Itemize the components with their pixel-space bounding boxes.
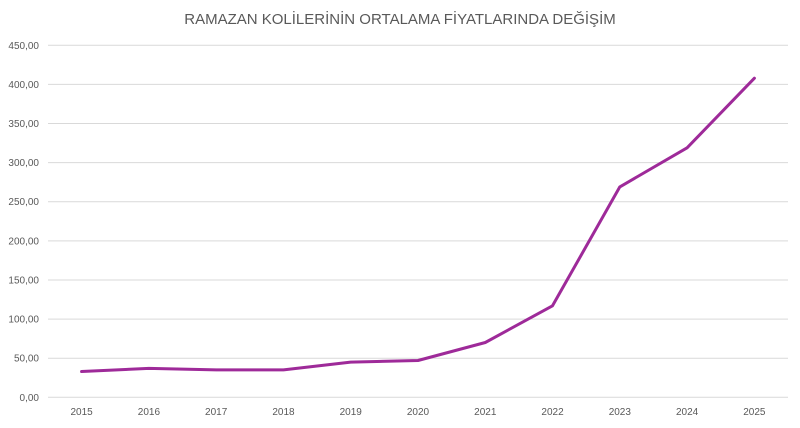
y-tick-label: 50,00 xyxy=(14,354,39,365)
chart-title: RAMAZAN KOLİLERİNİN ORTALAMA FİYATLARIND… xyxy=(184,10,615,28)
x-tick-label: 2016 xyxy=(138,407,161,418)
x-tick-label: 2023 xyxy=(609,407,632,418)
y-tick-label: 250,00 xyxy=(8,197,39,208)
x-tick-label: 2021 xyxy=(474,407,497,418)
x-tick-label: 2018 xyxy=(272,407,295,418)
x-tick-label: 2022 xyxy=(541,407,564,418)
y-tick-label: 300,00 xyxy=(8,158,39,169)
y-tick-label: 100,00 xyxy=(8,315,39,326)
series-line xyxy=(80,76,756,373)
y-tick-label: 350,00 xyxy=(8,119,39,130)
y-tick-label: 150,00 xyxy=(8,275,39,286)
x-tick-label: 2015 xyxy=(71,407,94,418)
x-tick-label: 2020 xyxy=(407,407,430,418)
x-tick-label: 2025 xyxy=(743,407,766,418)
x-tick-label: 2024 xyxy=(676,407,699,418)
x-tick-label: 2019 xyxy=(340,407,363,418)
y-tick-label: 450,00 xyxy=(8,41,39,52)
x-tick-label: 2017 xyxy=(205,407,228,418)
y-tick-label: 200,00 xyxy=(8,236,39,247)
y-tick-label: 400,00 xyxy=(8,80,39,91)
y-tick-label: 0,00 xyxy=(20,393,40,404)
